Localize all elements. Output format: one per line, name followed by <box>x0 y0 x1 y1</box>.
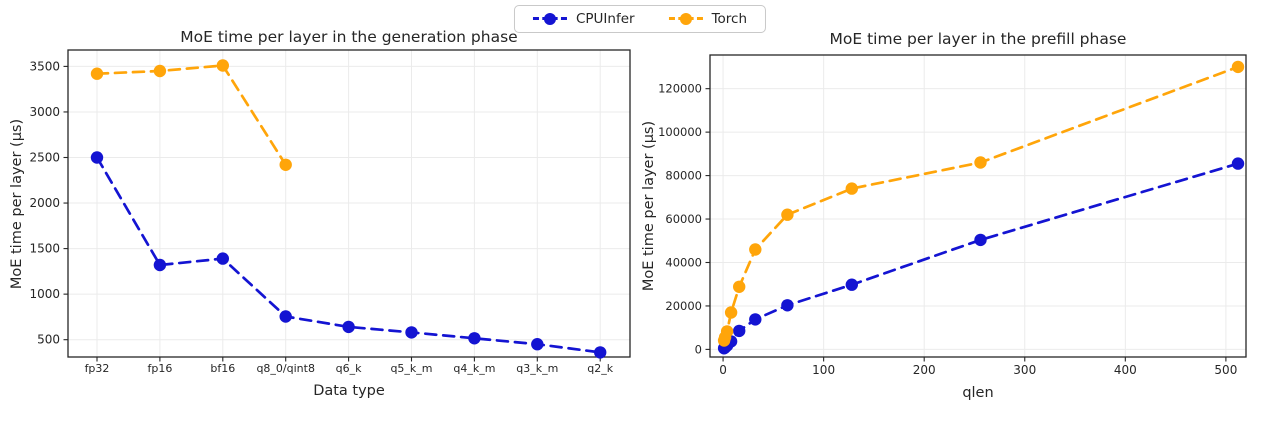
generation-phase-chart: 500 1000 1500 2000 2500 3000 3500 fp32 fp16 bf16 q… <box>9 28 631 399</box>
svg-text:1500: 1500 <box>29 242 60 256</box>
legend-marker-torch-icon <box>668 12 703 26</box>
svg-text:400: 400 <box>1114 363 1137 377</box>
svg-text:40000: 40000 <box>665 255 702 269</box>
svg-text:2500: 2500 <box>29 150 60 164</box>
generation-phase-plot: 500 1000 1500 2000 2500 3000 3500 fp32 fp16 bf16 q… <box>29 49 631 375</box>
prefill-y-axis-label: MoE time per layer (µs) <box>641 120 657 292</box>
svg-text:fp32: fp32 <box>85 362 110 375</box>
legend-dot-cpuinfer <box>543 13 556 25</box>
svg-text:q3_k_m: q3_k_m <box>516 362 558 375</box>
svg-text:200: 200 <box>913 363 936 377</box>
svg-text:0: 0 <box>695 342 702 356</box>
legend-label-cpuinfer: CPUInfer <box>575 11 635 27</box>
generation-x-axis-label: Data type <box>313 383 385 399</box>
svg-text:100000: 100000 <box>658 125 702 139</box>
svg-text:80000: 80000 <box>665 169 702 183</box>
legend-marker-cpuinfer-icon <box>532 12 567 26</box>
prefill-chart-title: MoE time per layer in the prefill phase <box>829 30 1127 48</box>
svg-text:20000: 20000 <box>665 299 702 313</box>
generation-chart-title: MoE time per layer in the generation pha… <box>180 28 518 46</box>
legend: CPUInfer Torch <box>513 5 767 33</box>
prefill-x-axis-label: qlen <box>962 385 994 401</box>
svg-text:500: 500 <box>1214 363 1237 377</box>
svg-text:3000: 3000 <box>29 105 60 119</box>
svg-text:bf16: bf16 <box>210 362 235 375</box>
svg-text:q8_0/qint8: q8_0/qint8 <box>256 362 315 375</box>
legend-item-cpuinfer: CPUInfer <box>532 11 635 27</box>
legend-item-torch: Torch <box>668 11 748 27</box>
svg-text:0: 0 <box>719 363 727 377</box>
svg-text:60000: 60000 <box>665 212 702 226</box>
svg-text:100: 100 <box>812 363 835 377</box>
svg-text:300: 300 <box>1013 363 1036 377</box>
svg-text:500: 500 <box>37 333 60 347</box>
svg-text:q5_k_m: q5_k_m <box>390 362 432 375</box>
generation-y-axis-label: MoE time per layer (µs) <box>9 118 25 290</box>
svg-text:3500: 3500 <box>29 59 60 73</box>
svg-text:2000: 2000 <box>29 196 60 210</box>
prefill-phase-chart: 0 20000 40000 60000 80000 100000 120000 0 100 200… <box>640 0 1280 426</box>
svg-text:q4_k_m: q4_k_m <box>453 362 495 375</box>
prefill-phase-plot: 0 20000 40000 60000 80000 100000 120000 0 100 200… <box>658 54 1247 377</box>
svg-text:q6_k: q6_k <box>336 362 362 375</box>
legend-dot-torch <box>679 13 692 25</box>
svg-text:fp16: fp16 <box>147 362 172 375</box>
svg-text:120000: 120000 <box>658 82 702 96</box>
legend-label-torch: Torch <box>711 11 748 27</box>
svg-text:q2_k: q2_k <box>587 362 613 375</box>
svg-text:1000: 1000 <box>29 287 60 301</box>
